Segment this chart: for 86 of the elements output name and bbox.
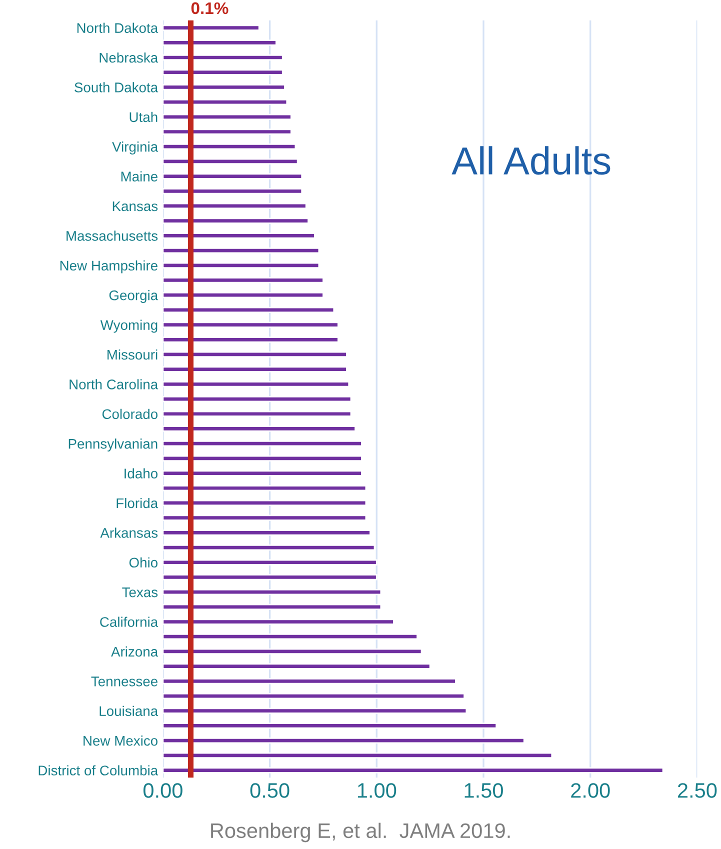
bar bbox=[162, 396, 352, 402]
bar bbox=[162, 40, 277, 46]
bar bbox=[162, 381, 350, 388]
x-tick-label: 2.50 bbox=[678, 783, 717, 798]
bar bbox=[162, 767, 664, 774]
bar bbox=[162, 128, 292, 135]
bar bbox=[162, 663, 431, 670]
bar bbox=[162, 648, 422, 655]
x-tick-label: 1.50 bbox=[464, 783, 503, 798]
y-tick-label: Florida bbox=[116, 498, 158, 508]
bar bbox=[162, 144, 296, 150]
bar bbox=[162, 232, 316, 239]
y-tick-label: Idaho bbox=[124, 468, 158, 478]
bar bbox=[162, 306, 335, 314]
x-tick-label: 0.50 bbox=[250, 783, 290, 798]
bar bbox=[162, 84, 286, 90]
bar bbox=[162, 69, 284, 76]
y-tick-label: Maine bbox=[121, 171, 158, 182]
bar bbox=[162, 530, 371, 536]
bar bbox=[162, 247, 320, 254]
y-tick-label: Arkansas bbox=[100, 528, 158, 538]
bar bbox=[162, 514, 367, 521]
bar bbox=[162, 24, 260, 31]
bar bbox=[162, 202, 307, 210]
bar bbox=[162, 440, 362, 447]
y-tick-label: Texas bbox=[122, 588, 158, 598]
y-tick-label: Louisiana bbox=[100, 706, 158, 716]
bar bbox=[162, 218, 309, 224]
y-tick-label: New Hampshire bbox=[60, 260, 158, 274]
y-tick-label: North Dakota bbox=[77, 22, 158, 33]
bar bbox=[162, 54, 284, 61]
y-tick-label: Pennsylvanian bbox=[68, 438, 158, 452]
bar bbox=[162, 618, 394, 625]
bar bbox=[162, 604, 382, 610]
bar bbox=[162, 574, 378, 580]
y-tick-label: Massachusetts bbox=[66, 230, 158, 241]
bar bbox=[162, 470, 362, 476]
y-tick-label: New Mexico bbox=[84, 736, 158, 746]
y-tick-label: Utah bbox=[130, 112, 158, 122]
bar bbox=[162, 559, 378, 566]
bar bbox=[162, 322, 339, 328]
bar bbox=[162, 722, 498, 729]
bar bbox=[162, 752, 553, 758]
bar bbox=[162, 366, 348, 372]
y-tick-label: Virginia bbox=[112, 142, 158, 155]
bar bbox=[162, 737, 525, 744]
bar bbox=[162, 589, 382, 596]
bar bbox=[162, 634, 418, 640]
bar bbox=[162, 692, 465, 700]
bar bbox=[162, 544, 376, 551]
bar bbox=[162, 485, 367, 492]
y-tick-label: Nebraska bbox=[100, 52, 158, 63]
ref-line-label: 0.1% bbox=[191, 2, 228, 14]
x-tick-label: 2.00 bbox=[571, 783, 610, 798]
bar bbox=[162, 158, 298, 165]
y-tick-label: Colorado bbox=[102, 408, 158, 420]
annotation: All Adults bbox=[452, 146, 610, 175]
bar bbox=[162, 336, 339, 343]
text: Rosenberg E, et al. JAMA 2019. bbox=[211, 822, 510, 842]
bar bbox=[162, 188, 303, 194]
y-tick-label: North Carolina bbox=[70, 379, 158, 390]
y-tick-label: Missouri bbox=[108, 349, 158, 360]
bar bbox=[162, 351, 348, 358]
bar bbox=[162, 173, 303, 180]
y-tick-label: District of Columbia bbox=[38, 765, 158, 776]
x-tick-label: 0.00 bbox=[143, 783, 182, 798]
bar bbox=[162, 292, 324, 298]
y-tick-label: Georgia bbox=[109, 290, 158, 303]
y-tick-label: Kansas bbox=[112, 201, 158, 212]
y-tick-label: South Dakota bbox=[74, 82, 158, 92]
bar bbox=[162, 708, 468, 714]
bar bbox=[162, 500, 367, 506]
bar bbox=[162, 98, 288, 106]
bar bbox=[162, 114, 292, 120]
bar bbox=[162, 426, 356, 432]
bar bbox=[162, 410, 352, 417]
y-tick-label: Arizona bbox=[111, 646, 158, 657]
y-tick-label: Tennessee bbox=[91, 676, 158, 686]
bar bbox=[162, 678, 456, 684]
y-tick-label: Wyoming bbox=[100, 320, 158, 333]
y-tick-label: California bbox=[100, 616, 158, 627]
bar bbox=[162, 455, 362, 462]
y-tick-label: Ohio bbox=[129, 557, 158, 568]
bar bbox=[162, 277, 324, 284]
x-tick-label: 1.00 bbox=[358, 783, 396, 798]
bar bbox=[162, 262, 320, 268]
